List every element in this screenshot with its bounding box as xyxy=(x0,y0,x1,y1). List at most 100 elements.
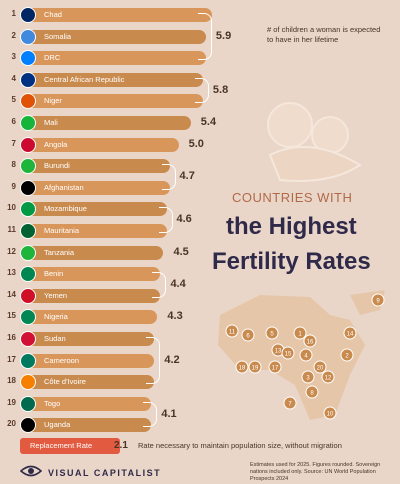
brand-name: VISUAL CAPITALIST xyxy=(48,468,162,478)
value-label: 4.2 xyxy=(164,353,180,366)
mother-child-illustration xyxy=(267,102,362,182)
group-bracket xyxy=(146,337,161,385)
value-label: 5.0 xyxy=(188,137,204,150)
group-bracket xyxy=(158,207,173,233)
value-label: 4.7 xyxy=(179,170,195,182)
value-label: 4.5 xyxy=(173,245,189,258)
map-label: 1 xyxy=(298,332,302,338)
visual-capitalist-logo xyxy=(20,465,42,477)
bar xyxy=(27,29,206,44)
flag-icon xyxy=(20,71,36,88)
map-label: 19 xyxy=(252,366,259,372)
bar xyxy=(27,245,163,260)
map-marker xyxy=(225,324,239,338)
map-label: 5 xyxy=(270,332,274,338)
chart-title: the Highest xyxy=(226,213,357,240)
map-marker xyxy=(235,360,249,374)
group-bracket xyxy=(152,272,167,298)
map-marker xyxy=(340,348,354,362)
rank-label: 4 xyxy=(11,73,16,83)
rank-label: 7 xyxy=(11,138,16,148)
rank-label: 8 xyxy=(11,160,16,170)
flag-icon xyxy=(20,331,36,347)
map-marker xyxy=(241,328,255,342)
country-label: Central African Republic xyxy=(44,74,125,84)
country-label: Somalia xyxy=(44,31,72,41)
map-marker xyxy=(323,406,337,420)
rank-label: 11 xyxy=(7,225,16,234)
country-label: Yemen xyxy=(44,290,68,300)
rank-label: 12 xyxy=(7,246,16,256)
group-bracket xyxy=(161,164,176,190)
replacement-rate-label: Replacement Rate xyxy=(30,441,93,450)
map-label: 2 xyxy=(345,354,349,360)
map-marker xyxy=(281,346,295,360)
bar xyxy=(27,72,203,87)
map-label: 12 xyxy=(325,376,332,382)
group-bracket xyxy=(197,13,212,61)
bar xyxy=(27,202,167,217)
rank-label: 1 xyxy=(11,9,16,18)
map-marker xyxy=(321,370,335,384)
rank-label: 16 xyxy=(7,333,16,342)
country-label: Uganda xyxy=(44,420,71,430)
chart-subtitle: COUNTRIES WITH xyxy=(232,190,353,205)
bar xyxy=(27,116,191,130)
flag-icon xyxy=(20,201,36,218)
map-label: 18 xyxy=(239,366,246,372)
map-label: 3 xyxy=(306,376,310,382)
map-marker xyxy=(303,334,317,348)
country-label: Mozambique xyxy=(44,204,87,214)
flag-icon xyxy=(20,309,36,326)
map-marker xyxy=(299,348,313,362)
replacement-rate-bar xyxy=(20,438,120,454)
country-label: Niger xyxy=(44,96,62,106)
rank-label: 5 xyxy=(11,95,16,105)
map-label: 14 xyxy=(347,332,354,338)
country-label: Chad xyxy=(44,10,62,19)
map-marker xyxy=(343,326,357,340)
bar xyxy=(27,375,154,390)
rank-label: 20 xyxy=(7,419,16,429)
map-marker xyxy=(248,360,262,374)
replacement-rate-note: Rate necessary to maintain population si… xyxy=(138,441,342,450)
rank-label: 14 xyxy=(7,289,16,299)
flag-icon xyxy=(20,115,36,131)
flag-icon xyxy=(20,417,36,434)
country-label: Angola xyxy=(44,139,68,149)
map-label: 16 xyxy=(307,340,314,346)
map-marker xyxy=(268,360,282,374)
country-label: Tanzania xyxy=(44,247,75,257)
flag-icon xyxy=(20,7,36,23)
bar xyxy=(27,8,212,22)
replacement-rate-value: 2.1 xyxy=(114,440,128,451)
bar xyxy=(27,94,203,109)
bar xyxy=(27,353,154,368)
bar xyxy=(27,137,179,152)
group-bracket xyxy=(194,77,209,104)
value-label: 4.4 xyxy=(170,278,186,290)
value-label: 4.3 xyxy=(167,310,183,323)
rank-label: 10 xyxy=(7,203,16,213)
value-label: 5.8 xyxy=(212,83,229,96)
flag-icon xyxy=(20,179,36,196)
map-marker xyxy=(371,293,385,307)
map-marker xyxy=(301,370,315,384)
country-label: Nigeria xyxy=(44,312,68,322)
bar xyxy=(27,159,170,174)
footnote: Estimates used for 2025. Figures rounded… xyxy=(250,462,381,482)
bar xyxy=(27,51,206,66)
map-label: 6 xyxy=(246,334,250,340)
map-label: 17 xyxy=(272,366,279,372)
rank-label: 6 xyxy=(11,117,16,126)
country-label: Benin xyxy=(44,269,64,279)
value-label: 5.4 xyxy=(200,116,217,128)
flag-icon xyxy=(20,136,36,153)
rank-label: 19 xyxy=(7,397,16,407)
group-bracket xyxy=(143,401,158,428)
map-marker xyxy=(283,396,297,410)
map-marker xyxy=(293,326,307,340)
country-label: Afghanistan xyxy=(44,182,84,192)
